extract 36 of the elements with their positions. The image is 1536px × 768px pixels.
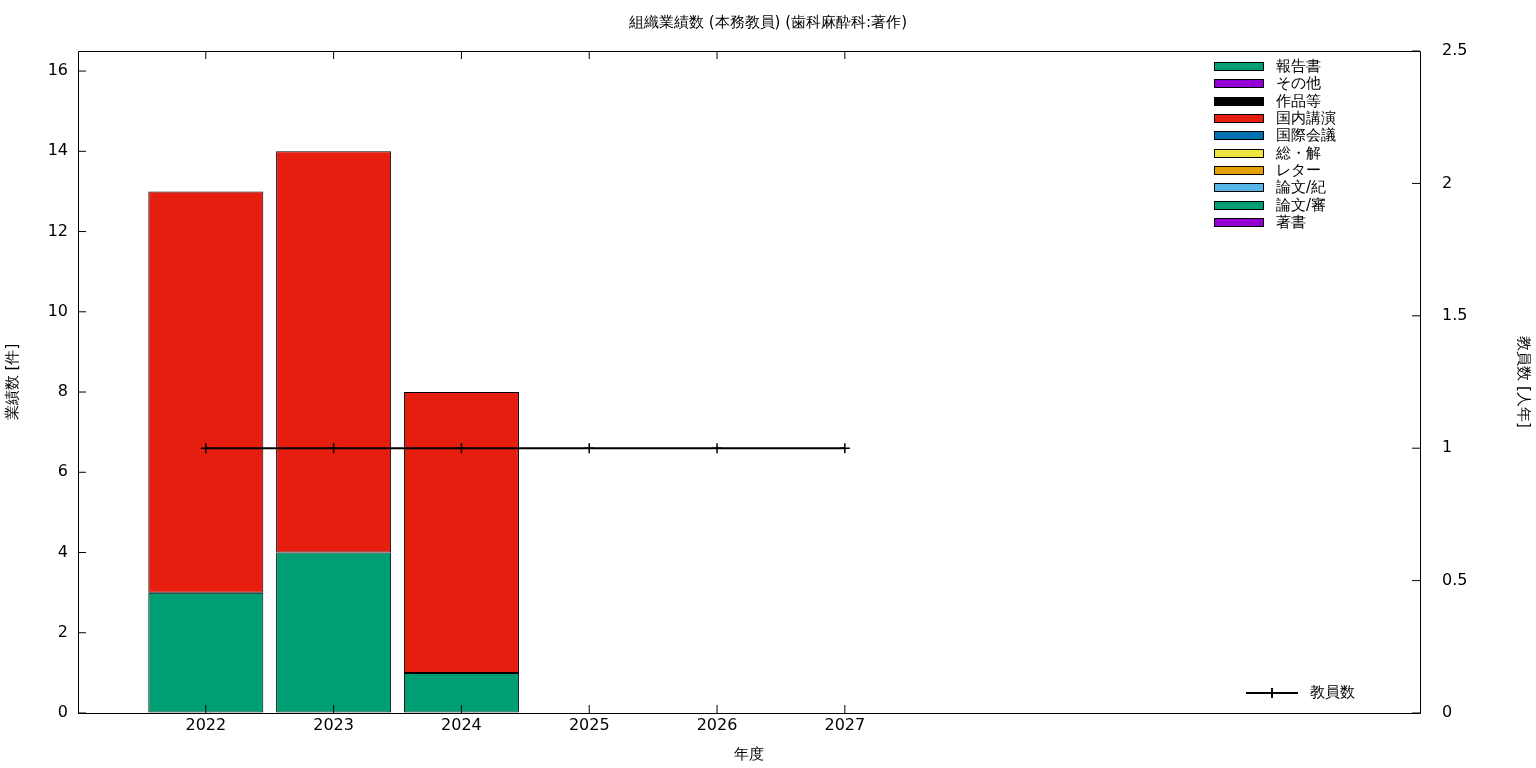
y-tick-label: 2 xyxy=(57,621,68,641)
legend-label: 教員数 xyxy=(1310,683,1355,703)
legend-label: その他 xyxy=(1276,74,1321,94)
x-axis-title: 年度 xyxy=(734,744,764,763)
y2-tick-label: 1 xyxy=(1442,437,1453,457)
y-tick-label: 12 xyxy=(47,220,68,240)
y2-axis-title: 教員数 [人年] xyxy=(1515,336,1534,428)
y-tick-label: 4 xyxy=(57,541,68,561)
legend-label: レター xyxy=(1276,160,1321,179)
legend-label: 報告書 xyxy=(1276,57,1321,76)
y2-tick-label: 0 xyxy=(1442,702,1453,722)
x-tick-label: 2023 xyxy=(313,714,354,734)
legend-label: 国際会議 xyxy=(1276,126,1336,146)
legend-label: 総・解 xyxy=(1276,143,1321,163)
x-tick-label: 2024 xyxy=(441,714,482,734)
y-tick-label: 16 xyxy=(47,60,68,80)
y2-tick-label: 0.5 xyxy=(1442,569,1468,589)
y2-tick-label: 2.5 xyxy=(1442,40,1468,60)
legend-label: 論文/紀 xyxy=(1276,178,1327,197)
y2-tick-label: 2 xyxy=(1442,172,1453,192)
legend-label: 作品等 xyxy=(1276,91,1321,110)
y-tick-label: 10 xyxy=(47,300,68,320)
x-tick-label: 2027 xyxy=(824,714,866,734)
y-tick-label: 6 xyxy=(57,461,68,481)
y-tick-label: 14 xyxy=(47,140,68,160)
x-tick-label: 2022 xyxy=(185,714,227,734)
y-tick-label: 8 xyxy=(57,381,68,401)
chart-title: 組織業績数 (本務教員) (歯科麻酔科:著作) xyxy=(628,12,907,31)
x-tick-label: 2026 xyxy=(696,714,738,734)
y-tick-label: 0 xyxy=(57,702,68,722)
legend-label: 論文/審 xyxy=(1276,195,1327,214)
y2-tick-label: 1.5 xyxy=(1442,304,1468,324)
legend-label: 国内講演 xyxy=(1276,109,1336,128)
x-tick-label: 2025 xyxy=(568,714,610,734)
legend-label: 著書 xyxy=(1276,212,1306,232)
y-axis-title: 業績数 [件] xyxy=(2,343,21,421)
